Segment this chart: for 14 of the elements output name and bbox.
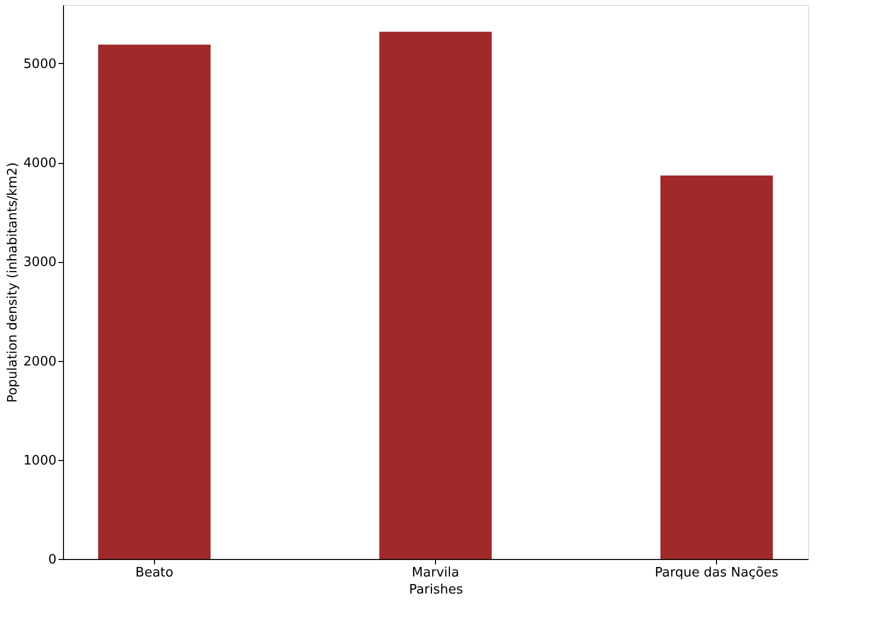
x-tick-label: Beato xyxy=(135,566,174,580)
y-tick-label: 3000 xyxy=(23,255,56,270)
y-tick-label: 5000 xyxy=(23,56,56,72)
y-axis-title: Population density (inhabitants/km2) xyxy=(5,162,20,403)
bar xyxy=(660,175,773,559)
x-tick-label: Marvila xyxy=(412,566,460,580)
x-tick-label: Parque das Nações xyxy=(654,566,779,580)
y-tick-label: 0 xyxy=(48,552,56,568)
y-tick-label: 1000 xyxy=(23,453,56,468)
y-tick-label: 2000 xyxy=(23,354,56,370)
bar xyxy=(98,44,211,559)
bar xyxy=(379,32,492,559)
x-axis-title: Parishes xyxy=(409,582,464,598)
y-tick-label: 4000 xyxy=(23,156,56,172)
